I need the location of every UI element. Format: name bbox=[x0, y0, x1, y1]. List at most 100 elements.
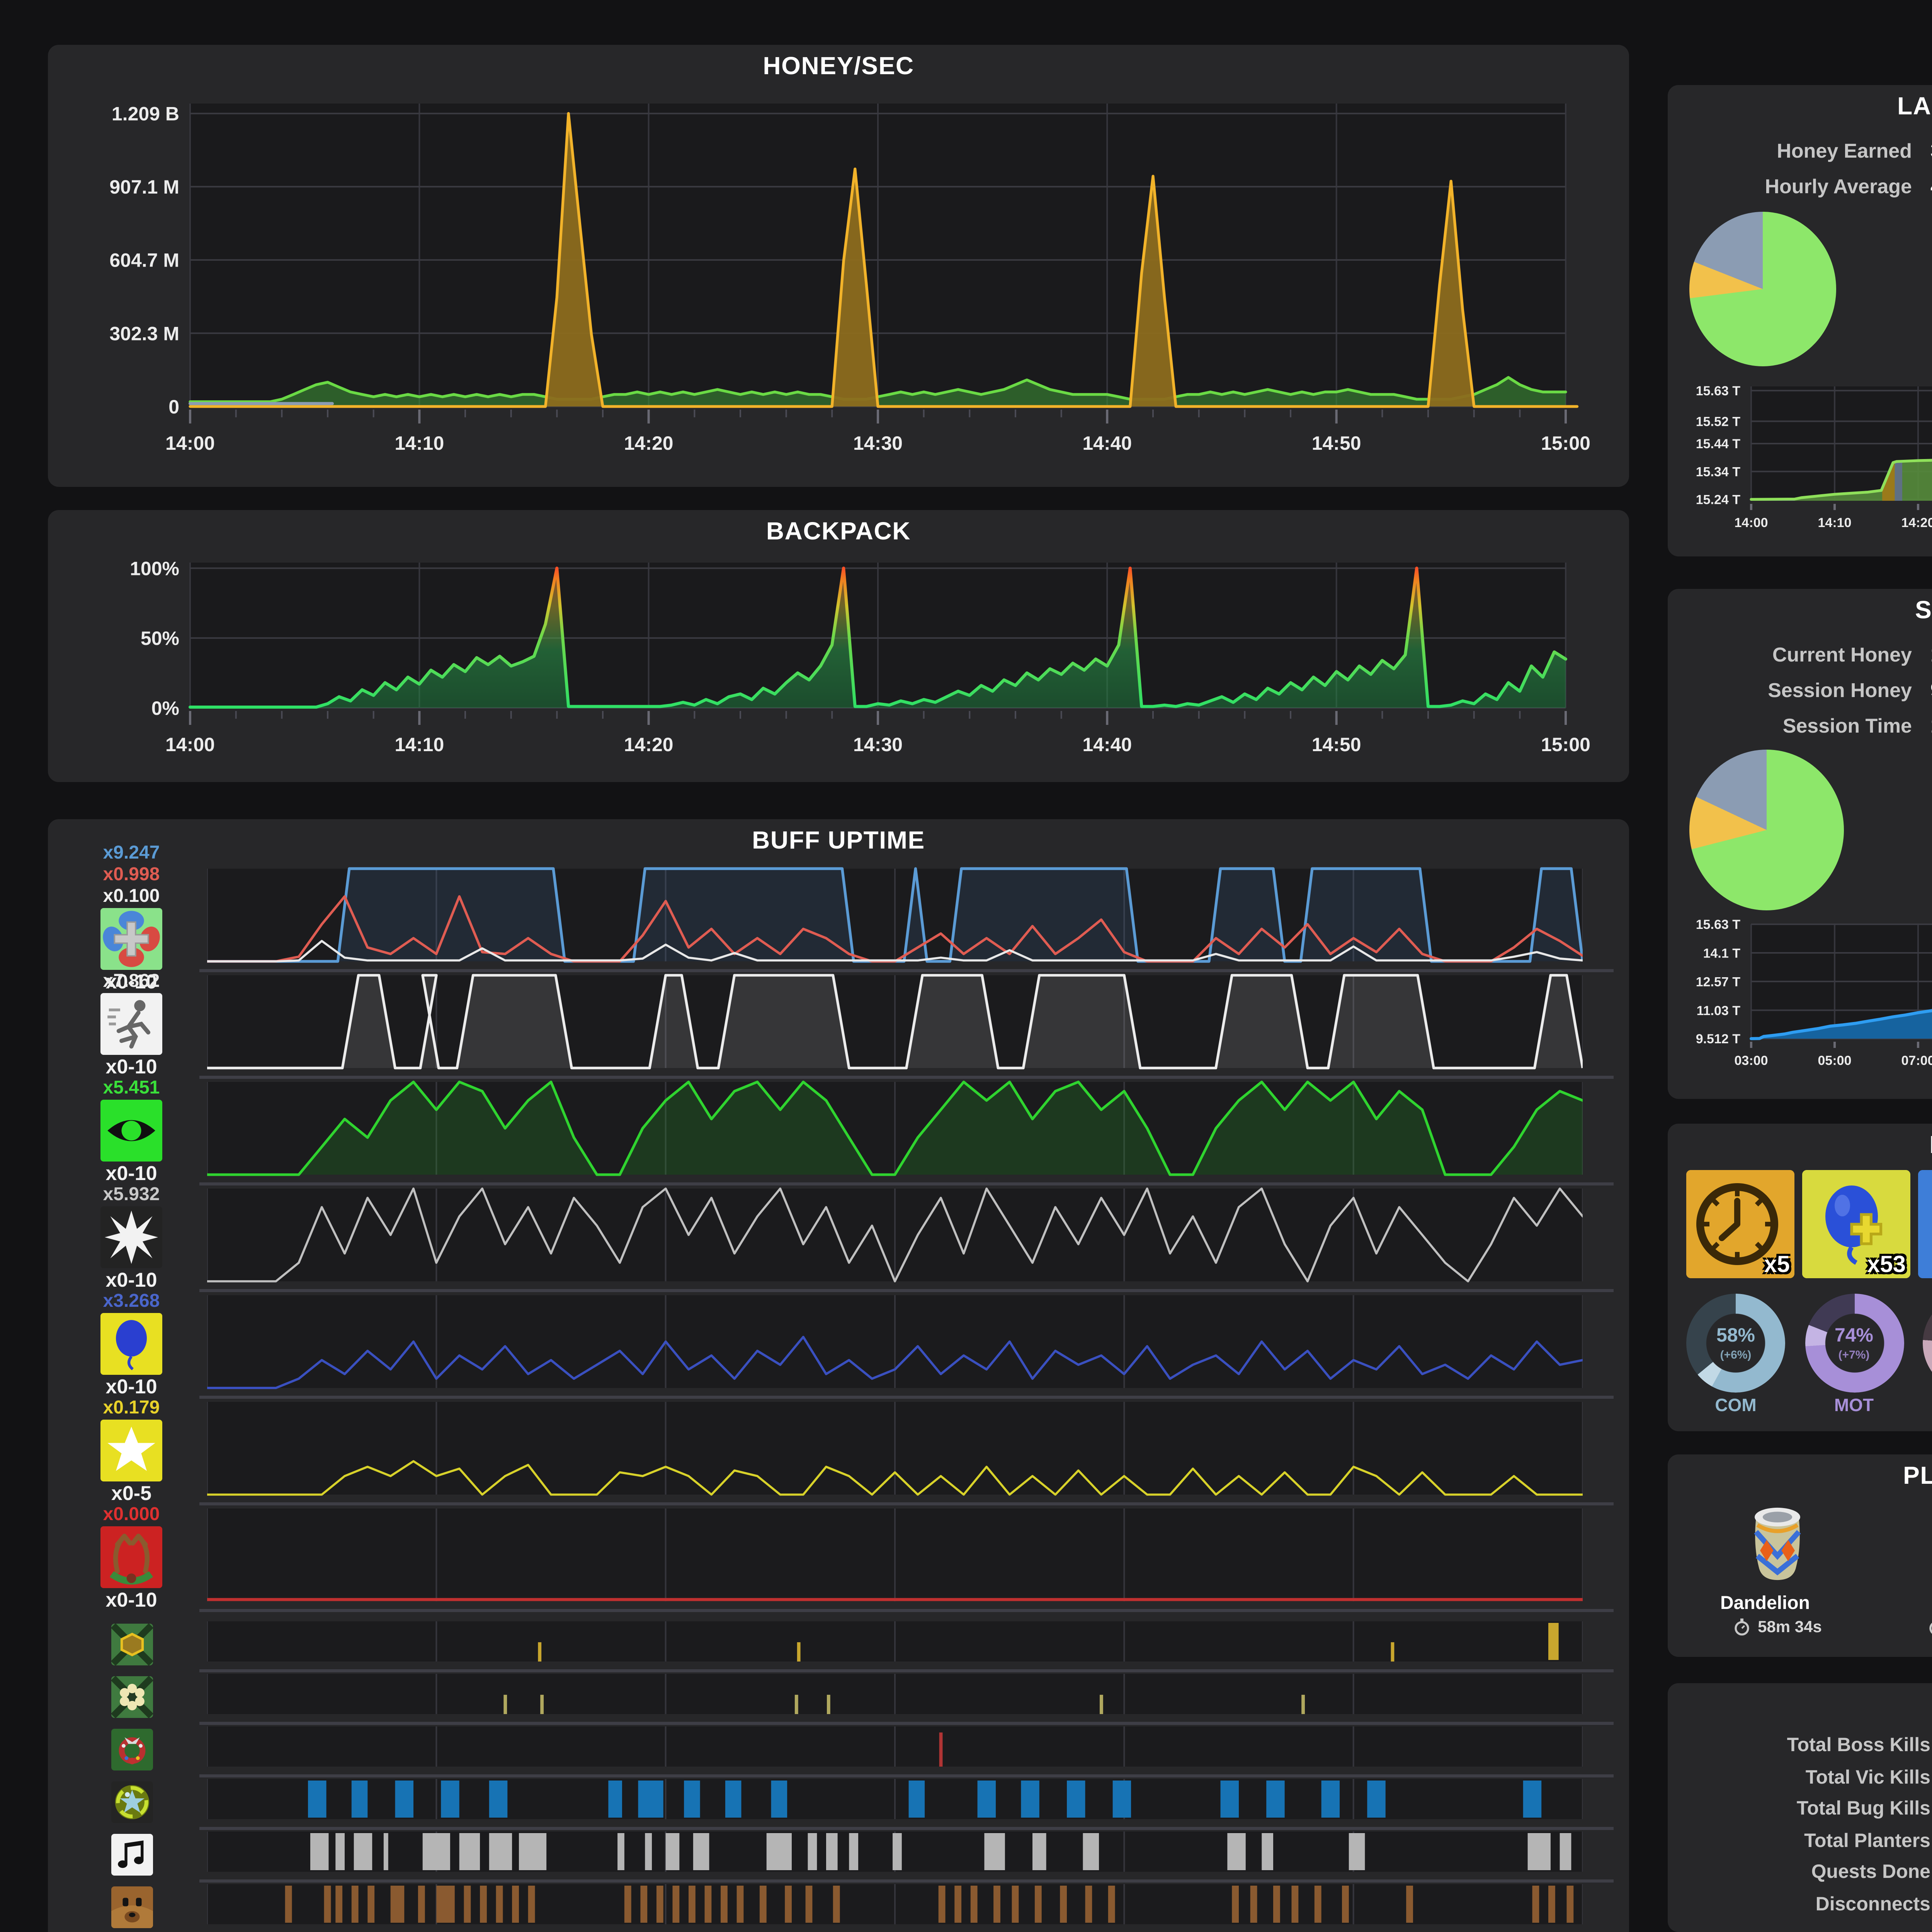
svg-text:14:00: 14:00 bbox=[1735, 515, 1768, 530]
svg-text:14:50: 14:50 bbox=[1312, 734, 1361, 755]
svg-text:604.7 M: 604.7 M bbox=[109, 250, 179, 271]
backpack-chart: 14:00 14:10 14:20 14:30 14:40 14:50 15:00 100% 5… bbox=[130, 558, 1590, 755]
honey-earned-row: Honey Earned 393.3 B▼ bbox=[1668, 134, 1932, 167]
stats-row-total-vic-kills: Total Vic Kills0 bbox=[1668, 1761, 1932, 1792]
buff-gauges: 58%(+6%)COM74%(+7%)MOT76%SAT79%REF50%(+6… bbox=[1686, 1294, 1932, 1416]
planter-timer: 58m 34s bbox=[1758, 1617, 1822, 1636]
svg-text:302.3 M: 302.3 M bbox=[109, 323, 179, 344]
last-hour-legend-gather: Gather00:43:3373% bbox=[1852, 231, 1932, 252]
gauge-label: COM bbox=[1715, 1397, 1757, 1416]
buff-row-4: x5.932 x0-10 bbox=[63, 1183, 1614, 1292]
buff-row-9-chart bbox=[207, 1674, 1583, 1714]
buff-row-1-avg-label: x0.100 bbox=[103, 884, 160, 906]
last-hour-panel: LAST HOUR Honey Earned 393.3 B▼ Hourly A… bbox=[1668, 85, 1932, 556]
svg-text:05:00: 05:00 bbox=[1818, 1053, 1852, 1068]
planter-rose: Rose58m 34s bbox=[1887, 1498, 1932, 1637]
gauge-ring bbox=[1686, 1294, 1785, 1393]
session-row-1: Current Honey 15.63 T bbox=[1668, 638, 1932, 671]
session-row-label: Session Time bbox=[1782, 714, 1912, 737]
session-row-value: 9.210 T bbox=[1930, 679, 1932, 702]
buff-tile-balloon-plus: x53 bbox=[1802, 1170, 1910, 1278]
antlers-icon bbox=[100, 1526, 162, 1587]
row-divider bbox=[199, 1502, 1614, 1505]
svg-text:1.209 B: 1.209 B bbox=[112, 103, 179, 125]
session-legend-other: Other03:21:1218% bbox=[1859, 869, 1932, 890]
svg-text:15.63 T: 15.63 T bbox=[1696, 917, 1741, 932]
last-hour-legend: Gather00:43:3373% Convert00:04:498% Other0… bbox=[1852, 212, 1932, 366]
buff-row-5-range-label: x0-10 bbox=[105, 1374, 157, 1397]
buff-row-12 bbox=[63, 1828, 1614, 1883]
svg-text:12.57 T: 12.57 T bbox=[1696, 975, 1741, 989]
buff-row-1-chart bbox=[207, 867, 1583, 963]
svg-text:14:40: 14:40 bbox=[1082, 432, 1132, 454]
svg-text:15:00: 15:00 bbox=[1541, 734, 1590, 755]
session-title: SESSION bbox=[1915, 598, 1932, 624]
buffs-panel: BUFFS x5x53x6.00x0x1 58%(+6%)COM74%(+7%)… bbox=[1668, 1124, 1932, 1431]
gauge-bonus: (+7%) bbox=[1838, 1347, 1870, 1361]
buff-row-9-labels bbox=[63, 1675, 199, 1717]
buff-row-1-avg-label: x0.998 bbox=[103, 862, 160, 884]
buff-row-4-chart bbox=[207, 1187, 1583, 1282]
starburst-icon bbox=[100, 1206, 162, 1267]
session-legend: Gather13:08:3171% Convert01:57:2611% Other… bbox=[1859, 750, 1932, 910]
buff-row-5-avg-label: x3.268 bbox=[103, 1289, 160, 1311]
row-divider bbox=[199, 1396, 1614, 1399]
row-divider bbox=[199, 1722, 1614, 1725]
session-panel: SESSION Current Honey 15.63 T Session Hone… bbox=[1668, 589, 1932, 1099]
last-hour-honey-chart: 14:0014:1014:2014:3014:4014:5015:0015.63… bbox=[1696, 384, 1932, 530]
stat-label: Total Planters bbox=[1804, 1829, 1930, 1851]
planters-title: PLANTERS bbox=[1903, 1464, 1932, 1490]
honey-chart-title: HONEY/SEC bbox=[763, 54, 914, 80]
hex-flag-icon bbox=[111, 1623, 152, 1665]
buff-row-2-labels: x7.862 x0-10 bbox=[63, 970, 199, 1077]
planter-name: Dandelion bbox=[1720, 1592, 1810, 1614]
svg-text:03:00: 03:00 bbox=[1735, 1053, 1768, 1068]
buff-row-11-labels bbox=[63, 1781, 199, 1822]
honey-per-sec-chart: 14:00 14:10 14:20 14:30 14:40 14:50 15:00 1.209… bbox=[109, 103, 1590, 454]
last-hour-title: LAST HOUR bbox=[1897, 94, 1932, 121]
clock-icon bbox=[1686, 1170, 1794, 1278]
svg-text:07:00: 07:00 bbox=[1901, 1053, 1932, 1068]
buff-row-8 bbox=[63, 1618, 1614, 1672]
buff-count: x5 bbox=[1764, 1252, 1790, 1278]
buff-row-12-chart bbox=[207, 1832, 1583, 1872]
buff-uptime-panel: BUFF UPTIME x9.247 x0.998 x0.100 x0-10 x7.86… bbox=[48, 819, 1629, 1932]
buff-row-2: x7.862 x0-10 bbox=[63, 970, 1614, 1079]
hourly-average-row: Hourly Average 499.1 B(-2%) bbox=[1668, 170, 1932, 202]
star-badge-icon bbox=[111, 1781, 152, 1822]
buff-row-7-labels: x0.000 x0-10 bbox=[63, 1502, 199, 1611]
stat-label: Total Bug Kills bbox=[1796, 1798, 1930, 1819]
row-divider bbox=[199, 1879, 1614, 1883]
stats-row-total-bug-kills: Total Bug Kills21 bbox=[1668, 1793, 1932, 1824]
buff-row-1-range-label: x0-10 bbox=[105, 969, 157, 992]
eye-icon bbox=[100, 1099, 162, 1161]
svg-text:14:10: 14:10 bbox=[1818, 515, 1852, 530]
row-divider bbox=[199, 969, 1614, 972]
svg-text:0%: 0% bbox=[151, 697, 179, 719]
buff-row-6-labels: x0.179 x0-5 bbox=[63, 1396, 199, 1504]
stopwatch-icon bbox=[1733, 1617, 1752, 1637]
moon-icon bbox=[1816, 1593, 1835, 1613]
buff-row-7-chart bbox=[207, 1509, 1583, 1601]
session-row-value: 15.63 T bbox=[1930, 643, 1932, 666]
buff-row-7-avg-label: x0.000 bbox=[103, 1502, 160, 1524]
honey-earned-label: Honey Earned bbox=[1777, 139, 1912, 162]
buff-row-1: x9.247 x0.998 x0.100 x0-10 bbox=[63, 842, 1614, 992]
gauge-label: SAT bbox=[1923, 1397, 1932, 1416]
gauge-ring bbox=[1804, 1294, 1903, 1393]
session-row-label: Current Honey bbox=[1772, 643, 1912, 666]
row-divider bbox=[199, 1774, 1614, 1777]
svg-text:9.512 T: 9.512 T bbox=[1696, 1032, 1741, 1046]
svg-text:15.52 T: 15.52 T bbox=[1696, 414, 1741, 429]
buff-row-5-labels: x3.268 x0-10 bbox=[63, 1289, 199, 1397]
buff-row-4-labels: x5.932 x0-10 bbox=[63, 1183, 199, 1291]
bear-icon bbox=[111, 1886, 152, 1927]
buff-row-3: x5.451 x0-10 bbox=[63, 1077, 1614, 1185]
gauge-label: MOT bbox=[1834, 1397, 1874, 1416]
svg-text:0: 0 bbox=[168, 396, 179, 418]
buff-row-11 bbox=[63, 1776, 1614, 1830]
stats-row-total-boss-kills: Total Boss Kills0 bbox=[1668, 1730, 1932, 1760]
stats-panel: STATS Total Boss Kills0Total Vic Kills0T… bbox=[1668, 1683, 1932, 1932]
row-divider bbox=[199, 1076, 1614, 1079]
